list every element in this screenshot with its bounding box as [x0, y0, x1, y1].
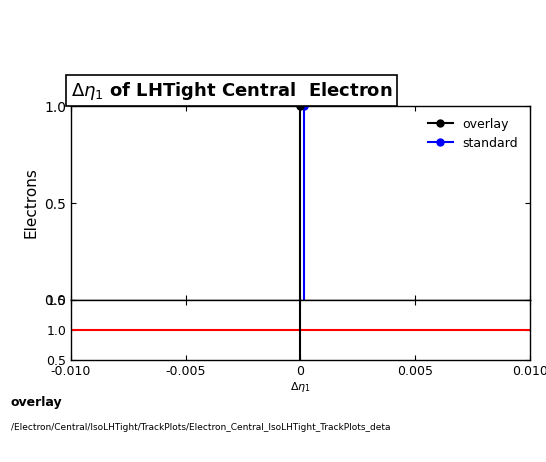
Y-axis label: Electrons: Electrons [23, 168, 39, 238]
Text: /Electron/Central/IsoLHTight/TrackPlots/Electron_Central_IsoLHTight_TrackPlots_d: /Electron/Central/IsoLHTight/TrackPlots/… [11, 423, 390, 432]
Text: overlay: overlay [11, 396, 63, 409]
Text: $\Delta\eta_1$ of LHTight Central  Electron: $\Delta\eta_1$ of LHTight Central Electr… [71, 79, 393, 102]
X-axis label: $\Delta\eta_1$: $\Delta\eta_1$ [290, 380, 311, 394]
Legend: overlay, standard: overlay, standard [423, 113, 524, 155]
